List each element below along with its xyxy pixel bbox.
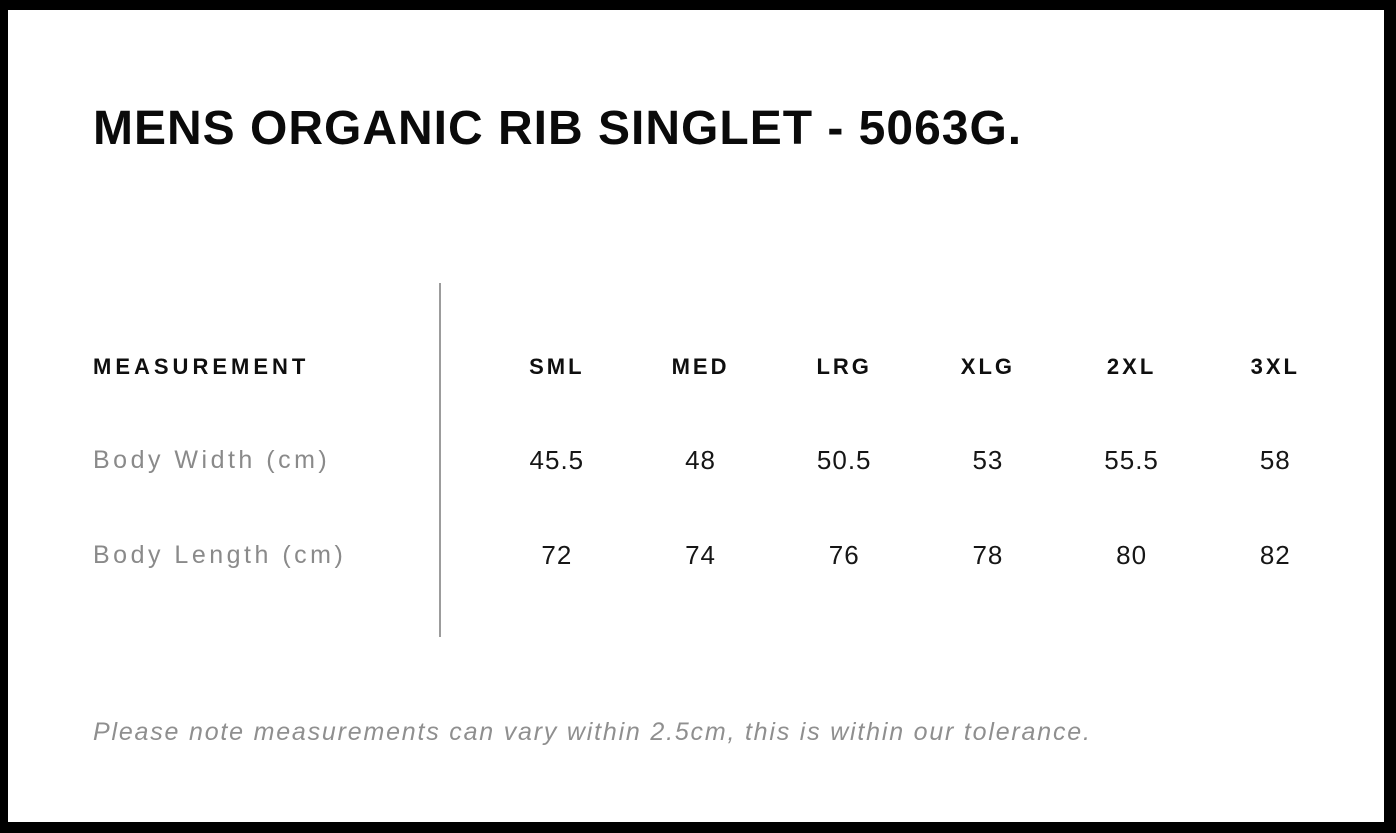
size-chart-header-row: MEASUREMENT SML MED LRG XLG 2XL 3XL bbox=[93, 356, 1347, 378]
body-length-lrg: 76 bbox=[828, 540, 860, 570]
body-length-3xl: 82 bbox=[1259, 540, 1291, 570]
body-length-2xl: 80 bbox=[1116, 540, 1148, 570]
body-width-lrg: 50.5 bbox=[816, 445, 872, 475]
body-length-xlg: 78 bbox=[972, 540, 1004, 570]
body-width-xlg: 53 bbox=[972, 445, 1004, 475]
page-title: MENS ORGANIC RIB SINGLET - 5063G. bbox=[93, 102, 1023, 155]
size-header-sml: SML bbox=[529, 354, 585, 379]
row-label-body-width: Body Width (cm) bbox=[93, 446, 331, 474]
body-length-sml: 72 bbox=[541, 540, 573, 570]
size-header-3xl: 3XL bbox=[1250, 354, 1300, 379]
size-header-med: MED bbox=[671, 354, 730, 379]
body-width-3xl: 58 bbox=[1259, 445, 1291, 475]
table-divider-line bbox=[439, 283, 441, 637]
table-row-body-width: Body Width (cm) 45.5 48 50.5 53 55.5 58 bbox=[93, 447, 1347, 473]
tolerance-note: Please note measurements can vary within… bbox=[93, 718, 1092, 746]
size-header-2xl: 2XL bbox=[1106, 354, 1157, 379]
body-width-med: 48 bbox=[685, 445, 716, 475]
table-row-body-length: Body Length (cm) 72 74 76 78 80 82 bbox=[93, 542, 1347, 568]
size-header-xlg: XLG bbox=[960, 354, 1016, 379]
size-chart-table: MEASUREMENT SML MED LRG XLG 2XL 3XL Body… bbox=[8, 10, 1384, 822]
size-header-lrg: LRG bbox=[816, 354, 872, 379]
measurement-column-header: MEASUREMENT bbox=[93, 354, 310, 379]
row-label-body-length: Body Length (cm) bbox=[93, 541, 347, 569]
body-length-med: 74 bbox=[685, 540, 716, 570]
body-width-sml: 45.5 bbox=[529, 445, 585, 475]
body-width-2xl: 55.5 bbox=[1104, 445, 1159, 475]
